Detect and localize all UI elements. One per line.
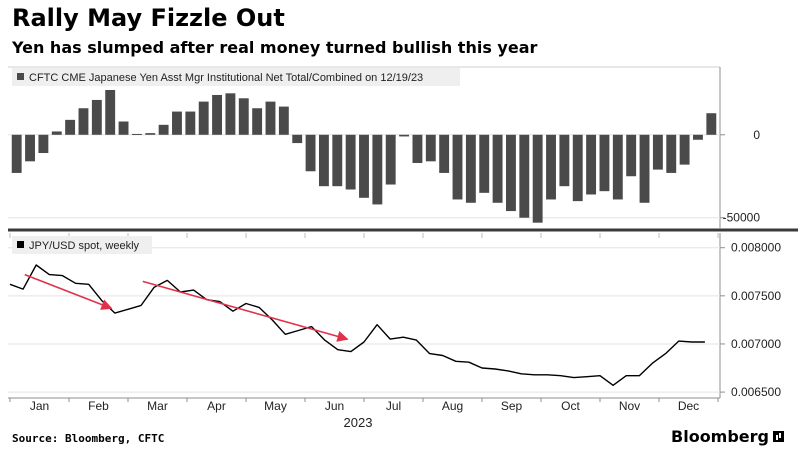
bar <box>492 134 503 203</box>
line-legend-box <box>12 236 152 254</box>
bar <box>546 134 556 200</box>
bar-legend-swatch <box>17 73 24 80</box>
bar <box>399 134 410 137</box>
bar <box>318 134 329 187</box>
bar <box>131 133 142 135</box>
bloomberg-terminal-icon <box>773 431 784 442</box>
x-tick-label: Jan <box>30 399 49 413</box>
bar <box>145 133 156 135</box>
bar <box>359 134 369 198</box>
bar <box>586 134 597 195</box>
bar <box>252 108 263 135</box>
x-tick-label: Jun <box>325 399 344 413</box>
x-tick-label: Dec <box>678 399 699 413</box>
line-y-tick-label: 0.008000 <box>731 241 781 255</box>
chart-title: Rally May Fizzle Out <box>12 4 285 32</box>
bar <box>412 134 423 163</box>
line-legend-label: JPY/USD spot, weekly <box>29 240 140 252</box>
x-tick-label: Sep <box>501 399 523 413</box>
bar <box>385 134 396 185</box>
bar <box>532 134 543 223</box>
bar <box>465 134 476 203</box>
bar <box>706 113 717 135</box>
bar <box>185 111 196 135</box>
bar <box>612 134 623 200</box>
brand-logo: Bloomberg <box>671 427 784 446</box>
x-tick-label: Jul <box>386 399 401 413</box>
bar <box>652 134 663 170</box>
source-note: Source: Bloomberg, CFTC <box>12 432 165 445</box>
bar <box>479 134 490 193</box>
bar <box>439 134 450 173</box>
bar <box>519 134 530 218</box>
bar <box>225 93 236 135</box>
jpy-usd-line <box>9 264 705 386</box>
bar <box>212 94 222 135</box>
bar <box>118 121 129 135</box>
x-tick-label: May <box>264 399 287 413</box>
x-tick-label: Nov <box>619 399 640 413</box>
x-tick-label: Mar <box>147 399 168 413</box>
x-axis-year: 2023 <box>344 415 373 430</box>
brand-name: Bloomberg <box>671 427 769 446</box>
bar <box>599 134 610 192</box>
bar <box>666 134 677 173</box>
bar <box>559 134 570 187</box>
bar <box>292 134 303 144</box>
x-tick-label: Feb <box>88 399 109 413</box>
bar <box>639 134 650 203</box>
x-tick-label: Oct <box>561 399 580 413</box>
bar <box>65 119 76 135</box>
x-tick-label: Apr <box>207 399 226 413</box>
decline-arrow-1 <box>24 273 113 310</box>
bar-legend-box <box>12 68 460 86</box>
bar <box>105 90 116 135</box>
bar <box>626 134 637 177</box>
bar <box>91 99 102 135</box>
bar <box>51 131 62 135</box>
bar <box>506 134 516 212</box>
line-y-tick-label: 0.007000 <box>731 337 781 351</box>
line-y-tick-label: 0.007500 <box>731 289 781 303</box>
bar <box>25 134 35 162</box>
bar <box>158 124 169 135</box>
bar-legend-label: CFTC CME Japanese Yen Asst Mgr Instituti… <box>29 72 423 84</box>
bar <box>38 134 49 154</box>
bar <box>278 106 289 135</box>
chart-subtitle: Yen has slumped after real money turned … <box>12 38 538 57</box>
line-y-tick-label: 0.006500 <box>731 385 781 399</box>
line-legend-swatch <box>17 241 24 248</box>
bar <box>332 134 343 187</box>
bar-y-tick-label: 0 <box>753 128 760 142</box>
bar <box>372 134 383 205</box>
bar <box>265 101 276 135</box>
bar <box>198 101 209 135</box>
bar <box>78 108 89 135</box>
bar <box>172 111 182 135</box>
bar <box>345 134 356 190</box>
bar <box>679 134 690 165</box>
bar <box>693 134 703 140</box>
decline-arrow-2 <box>142 280 349 342</box>
bar-y-tick-label: -50000 <box>723 211 761 225</box>
bar <box>305 134 316 172</box>
bar <box>425 134 436 162</box>
bar <box>572 134 583 202</box>
bar <box>452 134 463 200</box>
bar <box>11 134 22 173</box>
x-tick-label: Aug <box>442 399 463 413</box>
bar <box>238 98 249 135</box>
